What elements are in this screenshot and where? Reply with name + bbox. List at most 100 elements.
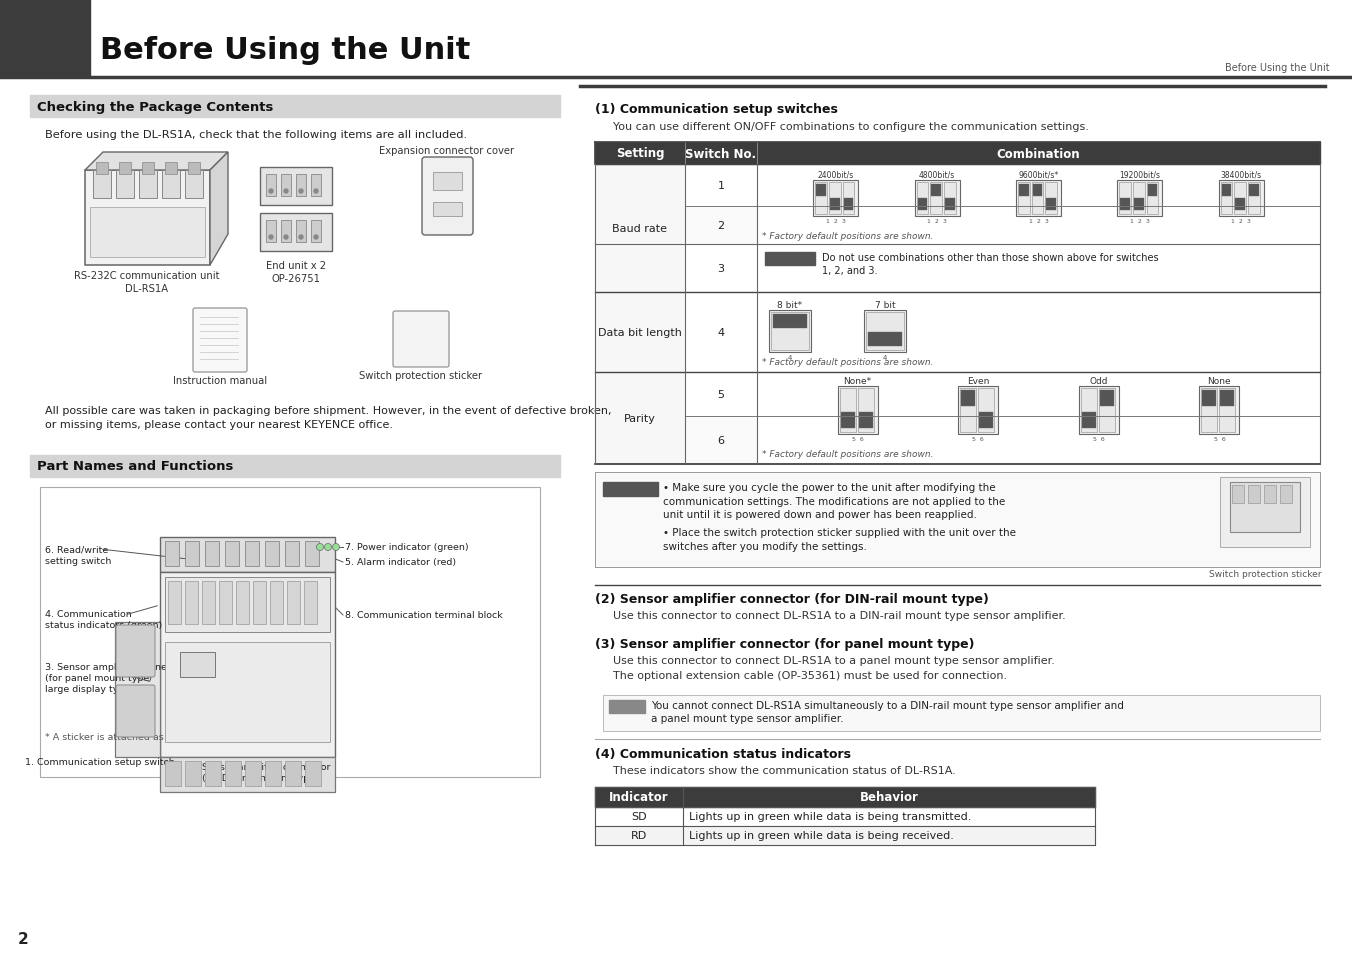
Bar [296, 221, 306, 243]
Bar [595, 807, 683, 826]
Bar [930, 183, 942, 214]
Text: 4: 4 [883, 355, 887, 360]
Text: 2. Sensor amplifier connector
(for DIN rail mount type): 2. Sensor amplifier connector (for DIN r… [189, 762, 330, 782]
Bar [185, 171, 203, 199]
Text: Indicator: Indicator [610, 791, 669, 803]
Bar [959, 387, 998, 435]
Text: * A sticker is attached as factory default.: * A sticker is attached as factory defau… [45, 732, 239, 741]
Text: 19200bit/s: 19200bit/s [1119, 171, 1160, 180]
Bar [960, 389, 976, 433]
Bar [840, 389, 856, 433]
Bar [844, 199, 853, 211]
FancyBboxPatch shape [393, 312, 449, 368]
Bar [1220, 477, 1310, 547]
Polygon shape [210, 152, 228, 266]
Bar [224, 761, 241, 786]
Text: Baud rate: Baud rate [612, 224, 668, 233]
Bar [683, 807, 1095, 826]
Text: Behavior: Behavior [860, 791, 918, 803]
Text: 6: 6 [718, 436, 725, 446]
Bar [245, 541, 260, 566]
Text: Lights up in green while data is being transmitted.: Lights up in green while data is being t… [690, 812, 971, 821]
Bar [765, 253, 815, 266]
Bar [915, 181, 960, 216]
Bar [773, 314, 807, 329]
Text: ON: ON [1119, 182, 1130, 188]
Text: 5  6: 5 6 [1214, 436, 1225, 441]
Bar [311, 174, 320, 196]
Bar [206, 541, 219, 566]
Bar [245, 761, 261, 786]
Circle shape [284, 235, 288, 240]
Text: * Factory default positions are shown.: * Factory default positions are shown. [763, 232, 933, 241]
Text: 1  2  3: 1 2 3 [927, 219, 948, 224]
Bar [771, 313, 808, 351]
Bar [270, 581, 283, 624]
Bar [683, 826, 1095, 845]
Bar [1121, 199, 1130, 211]
Bar [1236, 199, 1245, 211]
Text: Setting: Setting [615, 148, 664, 160]
Bar [1045, 183, 1057, 214]
Text: 3. Sensor amplifier connector
(for panel mount type/
large display type)*: 3. Sensor amplifier connector (for panel… [45, 662, 185, 694]
Bar [1232, 485, 1244, 503]
Text: SD: SD [631, 812, 646, 821]
Text: You cannot connect DL-RS1A simultaneously to a DIN-rail mount type sensor amplif: You cannot connect DL-RS1A simultaneousl… [652, 700, 1124, 723]
Text: 8. Communication terminal block: 8. Communication terminal block [345, 610, 503, 619]
Text: 38400bit/s: 38400bit/s [1221, 171, 1261, 180]
Text: 5  6: 5 6 [972, 436, 984, 441]
Text: ON: ON [960, 388, 971, 394]
Bar [1099, 391, 1114, 407]
Circle shape [333, 544, 339, 551]
Bar [139, 171, 157, 199]
Text: ON: ON [867, 312, 876, 317]
Text: End unit x 2
OP-26751: End unit x 2 OP-26751 [266, 261, 326, 284]
Bar [219, 581, 233, 624]
Bar [30, 456, 560, 477]
Text: Part Names and Functions: Part Names and Functions [37, 460, 234, 473]
Bar [867, 313, 904, 351]
Bar [1248, 183, 1260, 214]
Bar [1202, 391, 1217, 407]
Text: 4: 4 [788, 355, 792, 360]
Text: 1. Communication setup switch: 1. Communication setup switch [26, 758, 174, 766]
Bar [917, 183, 929, 214]
Text: Before Using the Unit: Before Using the Unit [100, 36, 470, 65]
Bar [868, 333, 902, 347]
Bar [685, 207, 757, 245]
Bar [685, 293, 757, 373]
Bar [817, 185, 826, 196]
Bar [142, 163, 154, 174]
Bar [0, 0, 91, 78]
Text: These indicators show the communication status of DL-RS1A.: These indicators show the communication … [612, 765, 956, 775]
Bar [237, 581, 249, 624]
Text: 5. Alarm indicator (red): 5. Alarm indicator (red) [345, 558, 456, 566]
Bar [119, 163, 131, 174]
Bar [85, 171, 210, 266]
Bar [266, 174, 276, 196]
Bar [116, 171, 134, 199]
FancyBboxPatch shape [116, 625, 155, 678]
Bar [1234, 183, 1247, 214]
Bar [945, 199, 955, 211]
Text: * Factory default positions are shown.: * Factory default positions are shown. [763, 450, 933, 458]
Bar [608, 700, 645, 713]
Bar [285, 541, 299, 566]
Bar [1221, 183, 1232, 214]
Bar [433, 172, 462, 191]
Text: 1  2  3: 1 2 3 [1130, 219, 1149, 224]
Bar [160, 537, 335, 573]
Bar [595, 826, 683, 845]
FancyBboxPatch shape [422, 158, 473, 235]
Text: Switch protection sticker: Switch protection sticker [1209, 569, 1321, 578]
Bar [685, 165, 757, 207]
Bar [603, 696, 1320, 731]
Bar [979, 413, 994, 429]
Text: * Factory default positions are shown.: * Factory default positions are shown. [763, 357, 933, 367]
Bar [595, 473, 1320, 567]
Bar [287, 581, 300, 624]
Bar [265, 541, 279, 566]
Bar [165, 541, 178, 566]
Bar [595, 787, 683, 807]
Circle shape [324, 544, 331, 551]
